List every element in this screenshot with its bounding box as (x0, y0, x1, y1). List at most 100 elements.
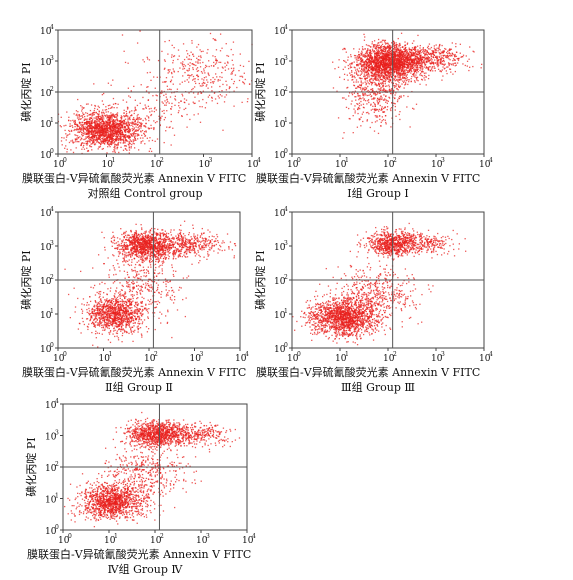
data-point (420, 52, 422, 54)
data-point (368, 83, 371, 85)
data-point (383, 80, 386, 82)
data-point (386, 74, 388, 77)
data-point (356, 68, 358, 70)
data-point (464, 64, 466, 67)
data-point (377, 92, 379, 94)
data-point (390, 89, 392, 92)
data-point (430, 55, 433, 58)
data-point (393, 85, 395, 87)
data-point (171, 54, 173, 56)
data-point (205, 102, 208, 104)
data-point (366, 55, 368, 57)
data-point (170, 88, 172, 91)
data-point (60, 126, 62, 128)
data-point (420, 62, 422, 64)
data-point (197, 70, 200, 72)
data-point (414, 49, 416, 51)
data-point (403, 54, 405, 56)
data-point (103, 118, 105, 120)
data-point (219, 50, 222, 52)
data-point (447, 56, 449, 59)
data-point (150, 107, 152, 110)
data-point (374, 60, 376, 62)
data-point (128, 124, 130, 126)
data-point (75, 141, 77, 143)
data-point (203, 82, 205, 84)
data-point (416, 69, 418, 72)
data-point (196, 67, 199, 69)
data-point (385, 52, 387, 54)
data-point (448, 58, 450, 60)
data-point (219, 33, 222, 35)
data-point (113, 120, 116, 123)
data-point (356, 87, 358, 89)
data-point (375, 44, 377, 46)
data-point (100, 126, 102, 128)
data-point (454, 59, 456, 61)
data-point (171, 92, 173, 94)
data-point (125, 124, 128, 126)
data-point (400, 32, 403, 34)
data-point (379, 66, 381, 68)
data-point (106, 131, 108, 134)
data-point (393, 62, 395, 65)
data-point (102, 127, 104, 129)
data-point (130, 145, 132, 148)
data-point (448, 49, 450, 51)
data-point (417, 58, 420, 60)
data-point (214, 91, 216, 94)
data-point (383, 75, 386, 78)
data-point (232, 41, 235, 43)
data-point (182, 68, 184, 70)
data-point (231, 78, 233, 81)
data-point (97, 130, 99, 132)
data-point (165, 102, 168, 104)
data-point (370, 109, 372, 111)
data-point (210, 79, 212, 81)
data-point (402, 51, 404, 53)
x-tick-label: 10 (102, 160, 114, 170)
data-point (389, 68, 391, 71)
data-point (350, 66, 353, 68)
data-point (389, 52, 391, 55)
data-point (351, 74, 353, 76)
data-point (135, 118, 138, 120)
data-point (122, 123, 124, 125)
data-point (105, 123, 108, 126)
data-point (127, 125, 129, 127)
data-point (384, 115, 387, 117)
data-point (427, 51, 430, 54)
y-tick-exponent: 0 (50, 148, 54, 155)
data-point (147, 105, 150, 107)
data-point (381, 70, 383, 72)
data-point (389, 72, 391, 75)
data-point (164, 60, 166, 62)
data-point (115, 140, 118, 142)
data-point (445, 55, 447, 57)
data-point (65, 124, 67, 127)
data-point (399, 42, 401, 45)
data-point (371, 69, 374, 71)
data-point (399, 118, 401, 121)
data-point (84, 126, 86, 128)
data-point (349, 65, 352, 67)
data-point (425, 52, 427, 54)
x-tick-exponent: 4 (257, 157, 261, 164)
data-point (88, 137, 90, 140)
data-point (363, 67, 365, 69)
data-point (365, 87, 368, 89)
data-point (400, 49, 402, 51)
data-point (421, 51, 424, 53)
data-point (368, 80, 371, 82)
data-point (202, 61, 204, 64)
data-point (400, 64, 403, 67)
data-point (386, 85, 388, 87)
data-point (205, 64, 207, 67)
data-point (393, 57, 395, 59)
data-point (365, 55, 367, 58)
data-point (105, 115, 107, 118)
data-point (147, 116, 150, 118)
data-point (403, 62, 405, 64)
data-point (412, 58, 415, 60)
data-point (430, 57, 432, 60)
